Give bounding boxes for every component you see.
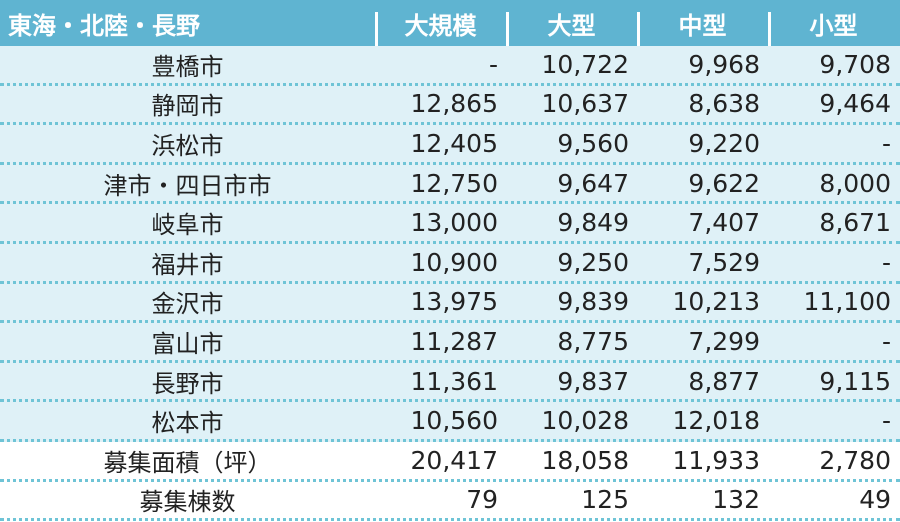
cell-value: 9,250 [557, 247, 629, 277]
cell-value: 13,975 [410, 287, 498, 317]
cell-value: 18,058 [541, 445, 629, 475]
cell-value: - [881, 128, 891, 158]
cell-value: 10,213 [672, 287, 760, 317]
row-label: 津市・四日市市 [103, 171, 272, 200]
cell-value: 9,708 [819, 49, 891, 79]
cell-value: 10,722 [541, 49, 629, 79]
table-row: 静岡市 12,865 10,637 8,638 9,464 [0, 85, 900, 126]
cell-value: 125 [581, 485, 629, 515]
cell-value: 9,220 [688, 128, 760, 158]
cell-value: 9,968 [688, 49, 760, 79]
cell-value: 11,287 [410, 326, 498, 356]
cell-value: 132 [712, 485, 760, 515]
cell-value: 9,837 [557, 366, 629, 396]
cell-value: 9,560 [557, 128, 629, 158]
row-label: 福井市 [151, 250, 224, 279]
cell-value: 8,638 [688, 89, 760, 119]
table-row: 豊橋市 - 10,722 9,968 9,708 [0, 46, 900, 86]
cell-value: 20,417 [410, 445, 498, 475]
cell-value: 7,299 [688, 326, 760, 356]
cell-value: 11,100 [803, 287, 891, 317]
header-col-medium: 中型 [637, 6, 768, 46]
cell-value: 9,115 [819, 366, 891, 396]
cell-value: 8,000 [819, 168, 891, 198]
row-label: 豊橋市 [151, 52, 224, 81]
cell-value: 10,900 [410, 247, 498, 277]
table-row: 浜松市 12,405 9,560 9,220 - [0, 125, 900, 165]
row-label: 静岡市 [151, 92, 224, 121]
row-label: 富山市 [151, 329, 224, 358]
header-col-large-scale: 大規模 [375, 6, 506, 46]
cell-value: 8,877 [688, 366, 760, 396]
cell-value: 49 [859, 485, 891, 515]
cell-value: 9,464 [819, 89, 891, 119]
row-label: 浜松市 [151, 131, 224, 160]
cell-value: 8,671 [819, 208, 891, 238]
header-col-large: 大型 [506, 6, 637, 46]
table-row: 岐阜市 13,000 9,849 7,407 8,671 [0, 204, 900, 244]
cell-value: 10,637 [541, 89, 629, 119]
cell-value: 11,933 [672, 445, 760, 475]
cell-value: 13,000 [410, 208, 498, 238]
cell-value: 7,529 [688, 247, 760, 277]
cell-value: 9,622 [688, 168, 760, 198]
totals-row: 募集棟数 79 125 132 49 [0, 481, 900, 522]
cell-value: 10,560 [410, 406, 498, 436]
table-row: 長野市 11,361 9,837 8,877 9,115 [0, 362, 900, 403]
cell-value: 9,647 [557, 168, 629, 198]
totals-row: 募集面積（坪） 20,417 18,058 11,933 2,780 [0, 441, 900, 482]
cell-value: 12,405 [410, 128, 498, 158]
cell-value: - [881, 406, 891, 436]
row-label: 長野市 [151, 369, 224, 398]
table-row: 富山市 11,287 8,775 7,299 - [0, 323, 900, 363]
cell-value: 9,839 [557, 287, 629, 317]
table-row: 松本市 10,560 10,028 12,018 - [0, 402, 900, 442]
cell-value: 7,407 [688, 208, 760, 238]
header-col-small: 小型 [768, 6, 899, 46]
cell-value: - [881, 247, 891, 277]
cell-value: 10,028 [541, 406, 629, 436]
cell-value: 11,361 [410, 366, 498, 396]
cell-value: - [881, 326, 891, 356]
cell-value: 12,018 [672, 406, 760, 436]
row-label: 募集棟数 [139, 488, 236, 517]
row-label: 金沢市 [151, 290, 224, 319]
row-label: 岐阜市 [151, 211, 224, 240]
table-row: 金沢市 13,975 9,839 10,213 11,100 [0, 283, 900, 324]
cell-value: 9,849 [557, 208, 629, 238]
cell-value: 12,750 [410, 168, 498, 198]
cell-value: 8,775 [557, 326, 629, 356]
table-header: 東海・北陸・長野 大規模 大型 中型 小型 [0, 0, 900, 46]
cell-value: 79 [466, 485, 498, 515]
header-region: 東海・北陸・長野 [8, 11, 200, 40]
row-label: 募集面積（坪） [103, 448, 272, 477]
row-label: 松本市 [151, 409, 224, 438]
cell-value: 12,865 [410, 89, 498, 119]
table-row: 福井市 10,900 9,250 7,529 - [0, 243, 900, 284]
table-row: 津市・四日市市 12,750 9,647 9,622 8,000 [0, 164, 900, 205]
cell-value: 2,780 [819, 445, 891, 475]
cell-value: - [488, 49, 498, 79]
